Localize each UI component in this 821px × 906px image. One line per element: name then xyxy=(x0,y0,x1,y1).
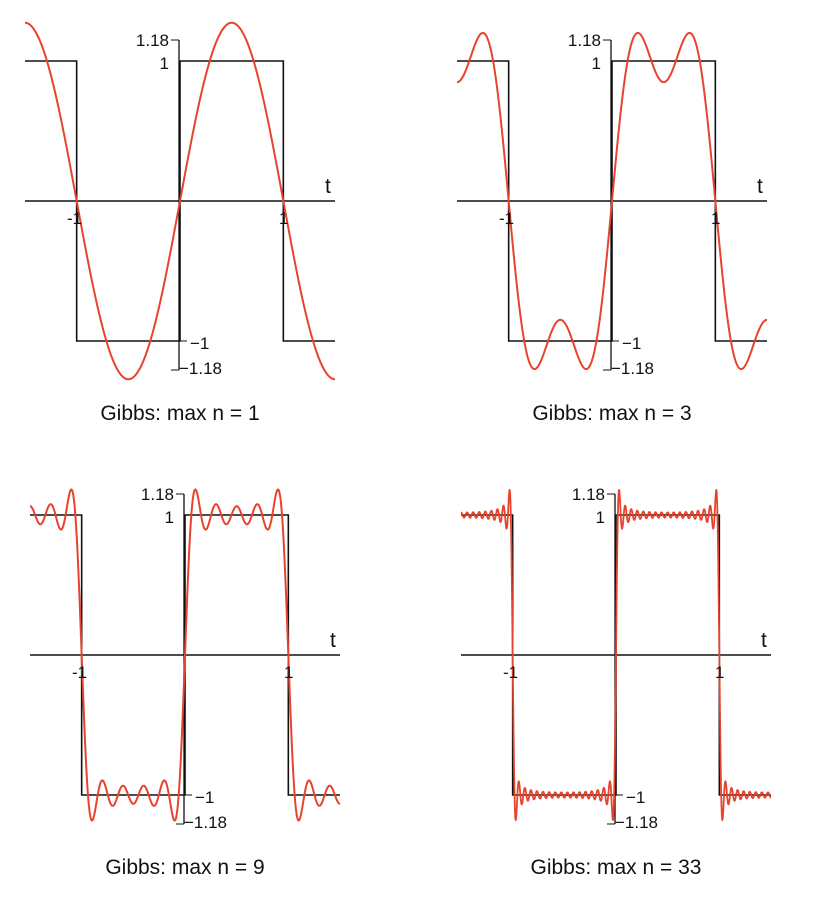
panel-max-n-33: 1.18 1 −1 −1.18 -1 1 t Gibbs: max n = 33 xyxy=(460,485,772,879)
y-tick-label-1-18: 1.18 xyxy=(568,31,601,50)
x-axis-label: t xyxy=(330,629,336,652)
x-tick-label-neg-1: -1 xyxy=(503,663,518,682)
panel-max-n-3: 1.18 1 −1 −1.18 -1 1 t Gibbs: max n = 3 xyxy=(456,31,768,425)
x-tick-label-neg-1: -1 xyxy=(499,209,514,228)
y-tick-label-neg-1-18: −1.18 xyxy=(611,359,654,378)
fourier-partial-sum xyxy=(460,489,772,821)
x-axis-label: t xyxy=(325,175,331,198)
panel-max-n-1: 1.18 1 −1 −1.18 -1 1 t Gibbs: max n = 1 xyxy=(24,21,336,425)
x-tick-label-1: 1 xyxy=(284,663,293,682)
panel-caption: Gibbs: max n = 3 xyxy=(532,402,691,425)
x-tick-label-1: 1 xyxy=(715,663,724,682)
y-tick-label-neg-1-18: −1.18 xyxy=(184,813,227,832)
y-tick-label-neg-1-18: −1.18 xyxy=(615,813,658,832)
x-axis-label: t xyxy=(761,629,767,652)
fourier-partial-sum xyxy=(24,21,336,381)
y-tick-label-neg-1: −1 xyxy=(190,334,209,353)
y-tick-label-1-18: 1.18 xyxy=(141,485,174,504)
y-tick-label-neg-1: −1 xyxy=(195,788,214,807)
y-tick-label-1-18: 1.18 xyxy=(136,31,169,50)
y-tick-label-neg-1-18: −1.18 xyxy=(179,359,222,378)
panel-caption: Gibbs: max n = 33 xyxy=(530,856,701,879)
panel-caption: Gibbs: max n = 1 xyxy=(100,402,259,425)
fourier-partial-sum xyxy=(29,488,341,822)
x-axis-label: t xyxy=(757,175,763,198)
y-tick-label-1: 1 xyxy=(165,508,174,527)
y-tick-label-1-18: 1.18 xyxy=(572,485,605,504)
panel-max-n-9: 1.18 1 −1 −1.18 -1 1 t Gibbs: max n = 9 xyxy=(29,485,341,879)
y-tick-label-1: 1 xyxy=(160,54,169,73)
y-tick-label-neg-1: −1 xyxy=(626,788,645,807)
x-tick-label-neg-1: -1 xyxy=(67,209,82,228)
x-tick-label-neg-1: -1 xyxy=(72,663,87,682)
y-tick-label-neg-1: −1 xyxy=(622,334,641,353)
y-tick-label-1: 1 xyxy=(596,508,605,527)
x-tick-label-1: 1 xyxy=(279,209,288,228)
y-tick-label-1: 1 xyxy=(592,54,601,73)
fourier-partial-sum xyxy=(456,31,768,371)
x-tick-label-1: 1 xyxy=(711,209,720,228)
panel-caption: Gibbs: max n = 9 xyxy=(105,856,264,879)
